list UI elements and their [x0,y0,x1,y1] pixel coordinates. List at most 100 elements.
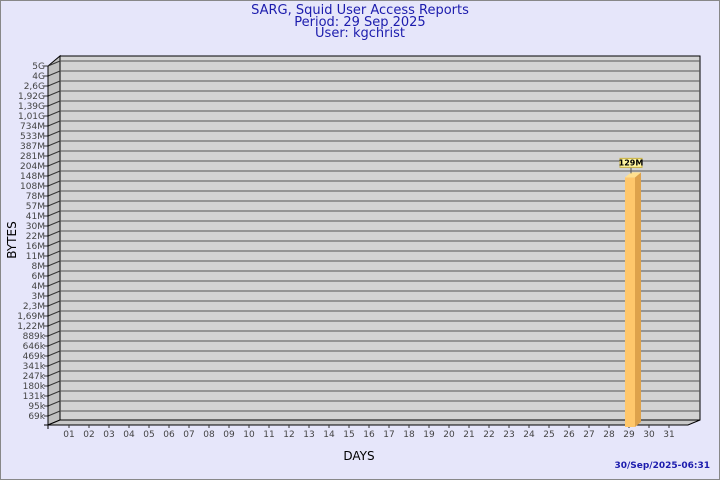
plot-floor [47,419,701,426]
x-tick-label: 08 [203,430,215,440]
y-tick-label: 2,6G [24,82,45,92]
bar-top [625,172,641,178]
x-tick-label: 13 [303,430,314,440]
gridline-depth [47,220,61,227]
report-title: SARG, Squid User Access Reports [251,3,469,18]
y-tick-label: 1,92G [18,92,45,102]
gridline-depth [47,140,61,147]
generated-timestamp: 30/Sep/2025-06:31 [614,461,710,471]
x-tick-label: 22 [483,430,494,440]
x-tick-label: 18 [403,430,415,440]
gridline-depth [47,210,61,217]
x-tick-label: 19 [423,430,435,440]
x-tick-label: 11 [263,430,274,440]
gridline-depth [47,350,61,357]
y-tick-label: 281M [20,152,45,162]
report-user: User: kgchrist [315,26,405,41]
x-tick-label: 25 [543,430,554,440]
x-tick-label: 02 [83,430,94,440]
y-tick-label: 341k [23,362,46,372]
plot-back-wall [59,55,701,421]
y-tick-label: 247k [23,372,46,382]
gridline-depth [47,260,61,267]
x-tick-label: 07 [183,430,194,440]
x-tick-label: 04 [123,430,135,440]
gridline-depth [47,360,61,367]
y-tick-label: 2,3M [23,302,45,312]
gridline-depth [47,190,61,197]
x-tick-label: 30 [643,430,655,440]
gridline-depth [47,200,61,207]
y-tick-label: 148M [20,172,45,182]
gridline-depth [47,230,61,237]
y-tick-label: 533M [20,132,45,142]
gridline-depth [47,160,61,167]
gridline-depth [47,310,61,317]
y-tick-label: 78M [26,192,45,202]
y-tick-label: 180k [23,382,46,392]
report-period: Period: 29 Sep 2025 [294,15,426,30]
y-tick-label: 6M [32,272,46,282]
y-tick-label: 41M [26,212,45,222]
gridline-depth [47,300,61,307]
gridline-depth [47,90,61,97]
gridline-depth [47,130,61,137]
y-tick-label: 108M [20,182,45,192]
y-tick-label: 469k [23,352,46,362]
gridline-depth [47,150,61,157]
gridline-depth [47,100,61,107]
gridline-depth [47,180,61,187]
gridline-depth [47,80,61,87]
y-tick-label: 131k [23,392,46,402]
y-tick-label: 5G [32,62,45,72]
gridline-depth [47,70,61,77]
gridline-depth [47,380,61,387]
y-tick-label: 4G [32,72,45,82]
x-tick-label: 28 [603,430,615,440]
x-tick-label: 15 [343,430,354,440]
x-tick-label: 17 [383,430,394,440]
y-tick-label: 4M [32,282,46,292]
y-tick-label: 734M [20,122,45,132]
x-tick-label: 31 [663,430,674,440]
data-label-box [619,157,643,168]
gridline-depth [47,390,61,397]
gridline-depth [47,290,61,297]
x-tick-label: 27 [583,430,594,440]
x-tick-label: 23 [503,430,514,440]
x-tick-label: 29 [623,430,635,440]
gridline-depth [47,330,61,337]
x-tick-label: 05 [143,430,154,440]
y-tick-label: 95k [28,402,45,412]
x-tick-label: 26 [563,430,575,440]
y-tick-label: 204M [20,162,45,172]
bar-side [635,172,641,427]
y-tick-label: 11M [26,252,45,262]
gridline-depth [47,410,61,417]
gridline-depth [47,120,61,127]
gridline-depth [47,170,61,177]
y-tick-label: 16M [26,242,45,252]
y-tick-label: 889k [23,332,46,342]
y-tick-label: 69k [28,412,45,422]
y-tick-label: 1,69M [17,312,45,322]
x-tick-label: 06 [163,430,175,440]
y-tick-label: 1,22M [17,322,45,332]
gridline-depth [47,280,61,287]
gridline-depth [47,60,61,67]
gridline-depth [47,400,61,407]
x-tick-label: 20 [443,430,455,440]
x-tick-label: 14 [323,430,335,440]
gridline-depth [47,240,61,247]
gridline-depth [47,370,61,377]
bar-front [625,177,635,427]
y-tick-label: 1,39G [18,102,45,112]
gridline-depth [47,340,61,347]
x-tick-label: 01 [63,430,74,440]
y-tick-label: 1,01G [18,112,45,122]
y-axis-title: BYTES [5,221,19,258]
x-tick-label: 16 [363,430,375,440]
x-tick-label: 24 [523,430,535,440]
y-tick-label: 3M [32,292,46,302]
